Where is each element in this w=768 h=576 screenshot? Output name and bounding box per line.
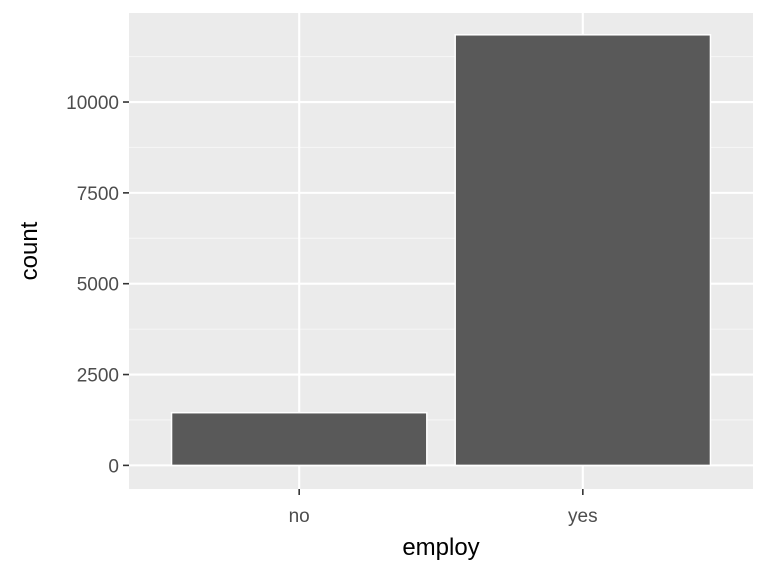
x-axis-title: employ	[402, 534, 479, 561]
x-tick-label-no: no	[289, 506, 310, 527]
y-tick-label: 10000	[66, 93, 119, 114]
bar-no	[170, 411, 428, 467]
x-tick-label-yes: yes	[568, 506, 598, 527]
y-tick-label: 0	[108, 456, 119, 477]
y-tick-label: 2500	[77, 366, 119, 387]
y-axis-title: count	[16, 221, 43, 280]
bar-yes	[454, 34, 712, 467]
x-axis-ticks: no yes	[289, 489, 598, 527]
bars	[170, 34, 712, 467]
y-axis-ticks: 0 2500 5000 7500 10000	[66, 93, 129, 477]
y-tick-label: 7500	[77, 184, 119, 205]
y-tick-label: 5000	[77, 275, 119, 296]
